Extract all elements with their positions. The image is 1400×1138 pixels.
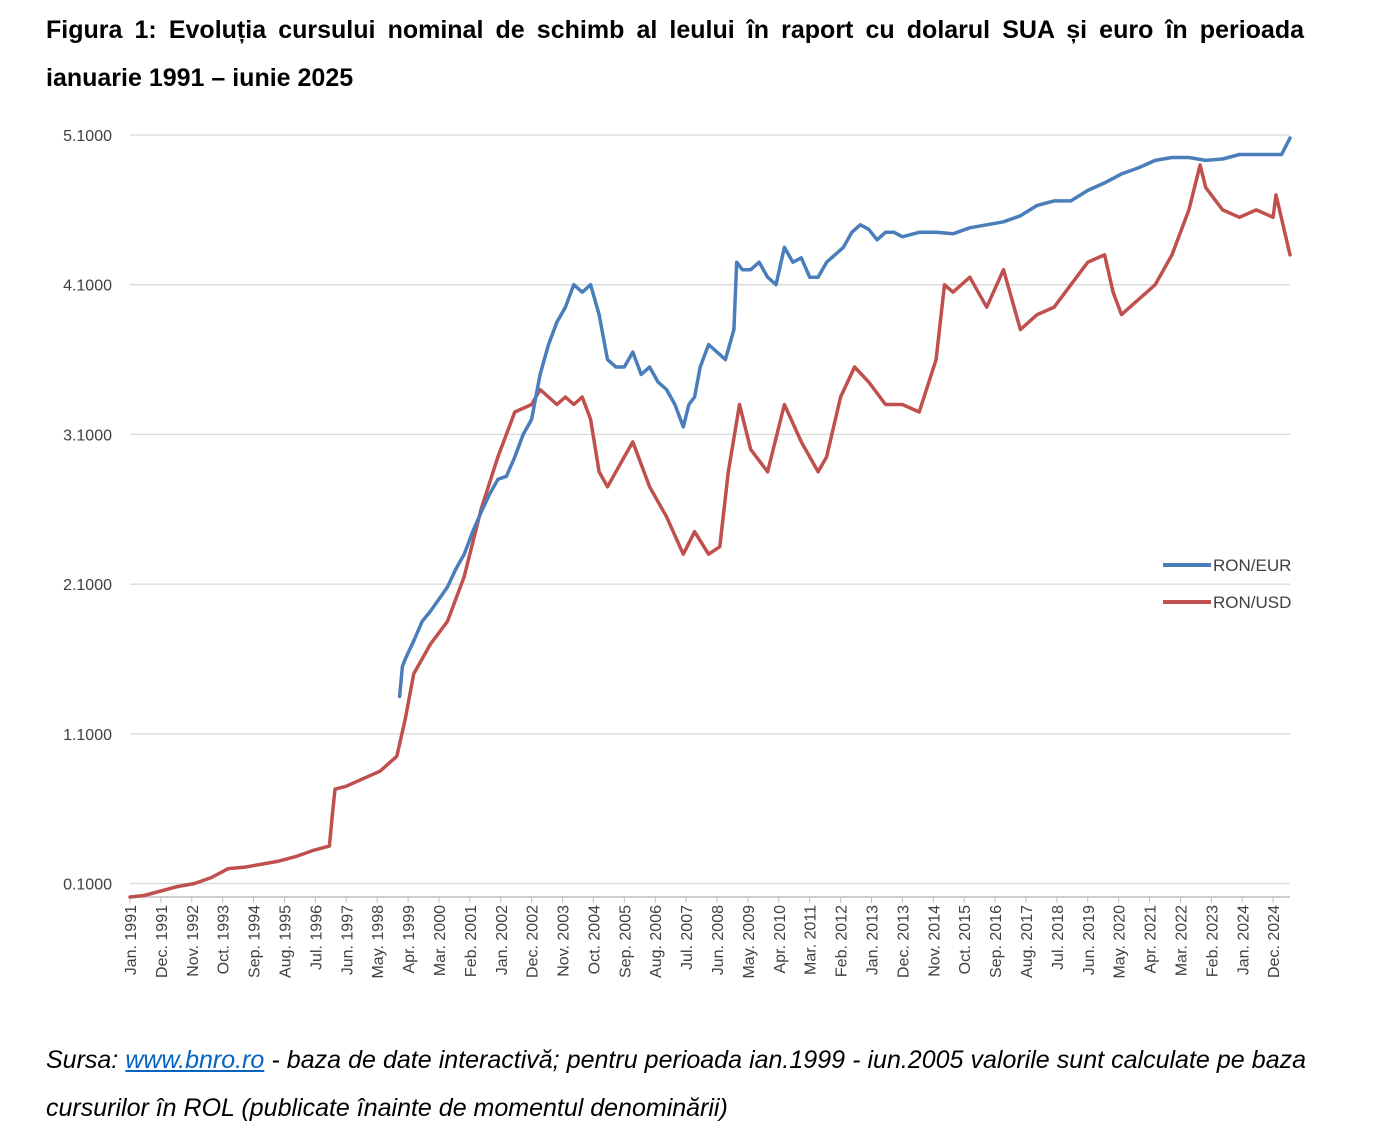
x-tick-label: Dec. 2002 <box>525 905 542 978</box>
y-axis: 0.1000 1.1000 2.1000 3.1000 4.1000 5.1000 <box>63 128 112 894</box>
x-tick-label: Oct. 2004 <box>586 905 603 974</box>
x-tick-label: Mar. 2000 <box>432 905 449 976</box>
gridlines <box>130 134 1290 898</box>
source-link[interactable]: www.bnro.ro <box>125 1046 265 1074</box>
x-tick-label: Jan. 2002 <box>494 905 511 975</box>
x-tick-label: Jun. 2008 <box>710 905 727 975</box>
y-tick-label: 3.1000 <box>63 427 112 444</box>
x-tick-label: Dec. 2013 <box>895 905 912 978</box>
x-tick-label: Jun. 2019 <box>1081 905 1098 975</box>
x-tick-label: Jun. 1997 <box>339 905 356 975</box>
x-tick-label: Aug. 2006 <box>648 905 665 978</box>
x-tick-label: Sep. 2005 <box>617 905 634 978</box>
x-tick-label: Apr. 1999 <box>401 905 418 974</box>
x-tick-label: Sep. 2016 <box>988 905 1005 978</box>
y-tick-label: 1.1000 <box>63 727 112 744</box>
legend: RON/EUR RON/USD <box>1163 556 1291 612</box>
x-tick-label: Jan. 1991 <box>123 905 140 975</box>
x-tick-label: Jul. 1996 <box>308 905 325 970</box>
x-tick-label: Dec. 1991 <box>154 905 171 978</box>
source-text: - baza de date interactivă; pentru perio… <box>46 1046 1306 1122</box>
x-tick-label: May. 2020 <box>1112 905 1129 979</box>
x-tick-label: Apr. 2010 <box>772 905 789 974</box>
figure-title: Figura 1: Evoluția cursului nominal de s… <box>46 16 1304 92</box>
x-tick-label: Jan. 2024 <box>1235 905 1252 975</box>
x-tick-label: Oct. 1993 <box>216 905 233 974</box>
x-tick-label: Mar. 2022 <box>1173 905 1190 976</box>
x-tick-label: May. 2009 <box>741 905 758 979</box>
x-tick-label: Feb. 2001 <box>463 905 480 977</box>
source-prefix: Sursa: <box>46 1046 126 1074</box>
x-tick-label: Nov. 1992 <box>185 905 202 977</box>
series-line-ron-usd <box>128 163 1292 899</box>
legend-label-ron-usd: RON/USD <box>1213 593 1291 612</box>
x-tick-label: Nov. 2014 <box>926 905 943 977</box>
x-tick-label: Aug. 1995 <box>277 905 294 978</box>
x-tick-label: May. 1998 <box>370 905 387 979</box>
y-tick-label: 4.1000 <box>63 278 112 295</box>
x-tick-label: Jul. 2018 <box>1050 905 1067 970</box>
x-tick-label: Mar. 2011 <box>803 905 820 975</box>
x-tick-label: Apr. 2021 <box>1143 905 1160 974</box>
x-tick-label: Nov. 2003 <box>556 905 573 977</box>
series-lines <box>128 136 1292 899</box>
x-axis: Jan. 1991 Dec. 1991 Nov. 1992 Oct. 1993 Sep.… <box>123 897 1283 979</box>
source-note: Sursa: www.bnro.ro - baza de date intera… <box>46 1036 1306 1132</box>
x-tick-label: Feb. 2023 <box>1204 905 1221 977</box>
x-tick-label: Sep. 1994 <box>247 905 264 978</box>
x-tick-label: Feb. 2012 <box>834 905 851 977</box>
x-tick-label: Jan. 2013 <box>865 905 882 975</box>
legend-label-ron-eur: RON/EUR <box>1213 556 1291 575</box>
line-chart: 0.1000 1.1000 2.1000 3.1000 4.1000 5.1000 Jan… <box>63 128 1292 979</box>
y-tick-label: 0.1000 <box>63 877 112 894</box>
x-tick-label: Oct. 2015 <box>957 905 974 974</box>
x-tick-label: Dec. 2024 <box>1266 905 1283 978</box>
x-tick-label: Jul. 2007 <box>679 905 696 970</box>
y-tick-label: 2.1000 <box>63 577 112 594</box>
series-line-ron-eur <box>397 136 1292 699</box>
x-tick-label: Aug. 2017 <box>1019 905 1036 978</box>
y-tick-label: 5.1000 <box>63 128 112 145</box>
